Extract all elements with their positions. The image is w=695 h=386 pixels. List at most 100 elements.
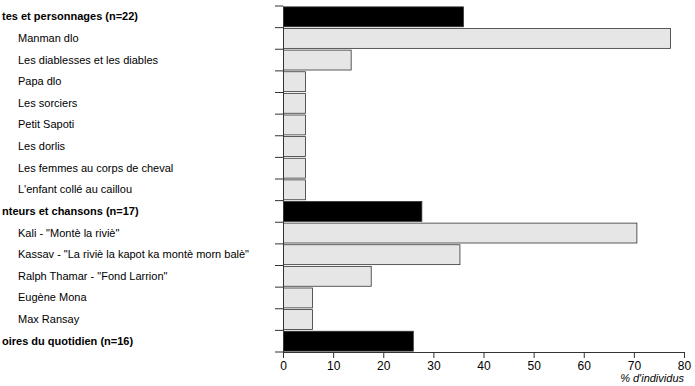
x-tick-label: 60 — [578, 359, 592, 373]
category-label: oires du quotidien (n=16) — [2, 335, 133, 347]
category-label: Kali - "Montè la riviè" — [18, 227, 119, 239]
bar — [283, 28, 670, 48]
row-divider — [275, 265, 283, 266]
category-label: Eugène Mona — [18, 291, 87, 303]
x-tick: 50 — [527, 352, 541, 373]
category-label: Les sorciers — [18, 97, 78, 109]
x-tick-mark — [634, 352, 635, 358]
category-label: Les dorlis — [18, 140, 66, 152]
y-tick: Eugène Mona — [18, 291, 283, 303]
x-tick-label: 10 — [327, 359, 341, 373]
category-label: nteurs et chansons (n=17) — [2, 205, 139, 217]
row-divider — [275, 6, 283, 7]
x-axis-line — [284, 353, 685, 359]
x-tick-label: 20 — [377, 359, 391, 373]
y-tick: Papa dlo — [18, 75, 283, 87]
bar — [283, 331, 413, 351]
x-tick: 80 — [678, 352, 692, 373]
x-tick-label: 80 — [678, 359, 692, 373]
bar — [283, 7, 463, 27]
x-tick-mark — [383, 352, 384, 358]
row-divider — [275, 308, 283, 309]
x-tick: 20 — [377, 352, 391, 373]
x-tick: 70 — [628, 352, 642, 373]
x-tick-label: 50 — [527, 359, 541, 373]
row-divider — [275, 27, 283, 28]
y-tick: Petit Sapoti — [18, 118, 283, 130]
bar — [283, 223, 637, 243]
x-tick-label: 70 — [628, 359, 642, 373]
y-tick: Les diablesses et les diables — [18, 54, 283, 66]
y-tick: Manman dlo — [18, 32, 283, 44]
row-divider — [275, 200, 283, 201]
y-axis: tes et personnages (n=22) Manman dlo Les d… — [2, 7, 284, 353]
y-tick: Les femmes au corps de cheval — [18, 162, 283, 174]
row-divider — [275, 92, 283, 93]
row-divider — [275, 243, 283, 244]
y-tick: Kali - "Montè la riviè" — [18, 227, 283, 239]
category-label: Manman dlo — [18, 32, 79, 44]
bar — [283, 201, 422, 221]
x-tick-mark — [333, 352, 334, 358]
x-tick: 60 — [578, 352, 592, 373]
row-divider — [275, 70, 283, 71]
y-tick: Les dorlis — [18, 140, 283, 152]
category-label: Petit Sapoti — [18, 118, 74, 130]
category-label: Kassav - "La riviè la kapot ka montè mor… — [18, 248, 249, 260]
bar — [283, 266, 371, 286]
y-tick: nteurs et chansons (n=17) — [2, 205, 283, 217]
y-axis-line — [283, 7, 284, 353]
category-label: Papa dlo — [18, 75, 61, 87]
bar — [283, 93, 306, 113]
row-divider — [275, 330, 283, 331]
bars — [283, 7, 670, 351]
bar — [283, 50, 351, 70]
bar — [283, 245, 460, 265]
y-tick: tes et personnages (n=22) — [2, 10, 283, 22]
y-tick: oires du quotidien (n=16) — [2, 335, 283, 347]
x-tick-mark — [283, 352, 284, 358]
x-axis: 0 10 20 30 40 50 60 70 80 — [280, 352, 691, 373]
x-axis-title: % d'individus — [620, 372, 684, 384]
row-divider — [275, 49, 283, 50]
bar — [283, 137, 306, 157]
row-divider — [275, 114, 283, 115]
bar — [283, 180, 306, 200]
chart: tes et personnages (n=22) Manman dlo Les d… — [0, 0, 695, 386]
y-tick: Les sorciers — [18, 97, 283, 109]
y-tick: Kassav - "La riviè la kapot ka montè mor… — [18, 248, 283, 260]
y-tick: Max Ransay — [18, 313, 283, 325]
row-dividers — [275, 6, 283, 352]
bar — [283, 158, 306, 178]
x-tick-label: 40 — [477, 359, 491, 373]
bar — [283, 288, 313, 308]
row-divider — [275, 157, 283, 158]
x-tick-mark — [484, 352, 485, 358]
category-label: L'enfant collé au caillou — [18, 183, 132, 195]
category-label: Les femmes au corps de cheval — [18, 162, 173, 174]
row-divider — [275, 222, 283, 223]
x-tick-mark — [534, 352, 535, 358]
x-tick-label: 30 — [427, 359, 441, 373]
bar — [283, 72, 306, 92]
bar — [283, 310, 313, 330]
bar — [283, 115, 306, 135]
row-divider — [275, 135, 283, 136]
x-tick: 40 — [477, 352, 491, 373]
y-tick: L'enfant collé au caillou — [18, 183, 283, 195]
category-label: Ralph Thamar - "Fond Larrion" — [18, 270, 168, 282]
x-tick-mark — [433, 352, 434, 358]
y-tick: Ralph Thamar - "Fond Larrion" — [18, 270, 283, 282]
row-divider — [275, 352, 283, 353]
row-divider — [275, 287, 283, 288]
x-tick: 30 — [427, 352, 441, 373]
x-tick-mark — [584, 352, 585, 358]
category-label: Les diablesses et les diables — [18, 54, 159, 66]
category-label: tes et personnages (n=22) — [2, 10, 138, 22]
x-tick-label: 0 — [280, 359, 287, 373]
row-divider — [275, 179, 283, 180]
category-label: Max Ransay — [18, 313, 80, 325]
x-tick: 0 — [280, 352, 287, 373]
x-tick: 10 — [327, 352, 341, 373]
x-tick-mark — [684, 352, 685, 358]
